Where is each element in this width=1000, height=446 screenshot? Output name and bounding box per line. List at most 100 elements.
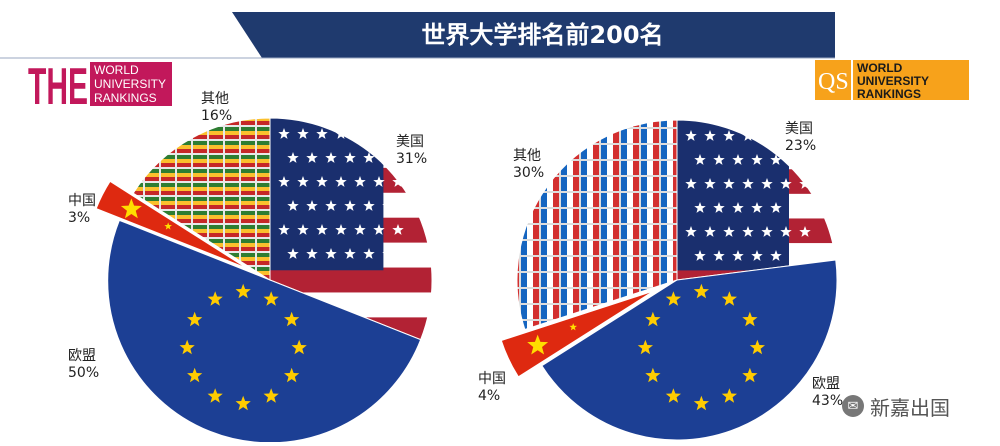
eu-star — [645, 367, 661, 383]
slice-value: 4% — [478, 388, 501, 404]
eu-star — [645, 311, 661, 327]
us-star — [789, 202, 801, 213]
slice-value: 30% — [513, 165, 545, 181]
us-star — [761, 130, 773, 141]
us-star — [761, 178, 773, 189]
wechat-icon: ✉ — [842, 395, 864, 417]
us-star — [770, 154, 782, 165]
us-star — [344, 200, 356, 211]
slice-label: 美国 — [785, 121, 813, 137]
us-star — [694, 154, 706, 165]
china-big-star — [120, 198, 142, 219]
slice-value: 23% — [785, 138, 817, 154]
the-label-china: 中国 3% — [68, 193, 96, 227]
us-star — [713, 202, 725, 213]
eu-star — [721, 388, 737, 403]
us-star — [770, 250, 782, 261]
us-star — [363, 152, 375, 163]
us-star — [335, 224, 347, 235]
us-star — [325, 200, 337, 211]
us-star — [316, 176, 328, 187]
slice-value: 31% — [396, 151, 428, 167]
china-small-star — [569, 323, 578, 331]
us-star — [723, 226, 735, 237]
eu-star — [235, 283, 251, 299]
us-star — [694, 202, 706, 213]
watermark-text: 新嘉出国 — [870, 395, 950, 420]
the-logo-letters: THE — [28, 60, 88, 108]
us-star — [354, 128, 366, 139]
slice-value: 3% — [68, 210, 91, 226]
qs-label-other: 其他 30% — [513, 148, 544, 182]
us-star — [325, 152, 337, 163]
slice-label: 欧盟 — [812, 376, 840, 392]
slice-outline — [95, 180, 248, 269]
us-star — [382, 248, 394, 259]
eu-star — [721, 291, 737, 306]
eu-star — [235, 395, 251, 411]
eu-star — [693, 395, 709, 411]
us-star — [713, 154, 725, 165]
us-star — [789, 154, 801, 165]
eu-star — [665, 291, 681, 306]
us-star — [382, 152, 394, 163]
us-star — [373, 224, 385, 235]
eu-star — [179, 339, 195, 355]
us-star — [685, 226, 697, 237]
slice-label: 美国 — [396, 134, 424, 150]
us-star — [354, 224, 366, 235]
banner-shape — [232, 12, 835, 58]
us-star — [799, 226, 811, 237]
the-label-other: 其他 16% — [201, 91, 232, 125]
watermark: ✉ 新嘉出国 — [842, 390, 992, 422]
us-star — [789, 250, 801, 261]
us-star — [287, 248, 299, 259]
eu-star — [187, 311, 203, 327]
slice-value: 16% — [201, 108, 233, 124]
slice-outline — [541, 259, 838, 441]
eu-star — [284, 311, 300, 327]
qs-rankings-logo: QS WORLD UNIVERSITY RANKINGS — [815, 60, 969, 101]
eu-star — [665, 388, 681, 403]
eu-star — [284, 367, 300, 383]
us-star — [297, 224, 309, 235]
us-star — [694, 250, 706, 261]
us-stripe — [270, 267, 432, 293]
slice-outline — [676, 119, 837, 281]
eu-star — [291, 339, 307, 355]
us-star — [335, 176, 347, 187]
eu-star — [749, 339, 765, 355]
the-logo-line1: WORLD — [94, 63, 139, 77]
the-logo-band — [90, 62, 172, 106]
us-star — [363, 200, 375, 211]
china-small-star — [164, 222, 172, 230]
us-star — [780, 178, 792, 189]
us-star — [704, 226, 716, 237]
the-pie-chart — [95, 117, 433, 444]
us-star — [770, 202, 782, 213]
the-logo-line3: RANKINGS — [94, 91, 157, 105]
us-star — [382, 200, 394, 211]
the-label-eu: 欧盟 50% — [68, 348, 99, 382]
us-star — [732, 154, 744, 165]
us-star — [723, 178, 735, 189]
us-star — [278, 128, 290, 139]
slice-label: 中国 — [68, 193, 96, 209]
us-star — [704, 130, 716, 141]
us-star — [373, 128, 385, 139]
slice-value: 50% — [68, 365, 100, 381]
us-star — [732, 250, 744, 261]
us-star — [751, 202, 763, 213]
us-star — [306, 200, 318, 211]
slice-outline — [516, 119, 678, 331]
the-label-usa: 美国 31% — [396, 134, 427, 168]
slice-value: 43% — [812, 393, 844, 409]
qs-label-eu: 欧盟 43% — [812, 376, 843, 410]
page-title: 世界大学排名前200名 — [421, 20, 664, 49]
us-star — [325, 248, 337, 259]
us-star — [713, 250, 725, 261]
eu-star — [742, 367, 758, 383]
qs-label-usa: 美国 23% — [785, 121, 816, 155]
us-star — [316, 224, 328, 235]
us-star — [742, 178, 754, 189]
